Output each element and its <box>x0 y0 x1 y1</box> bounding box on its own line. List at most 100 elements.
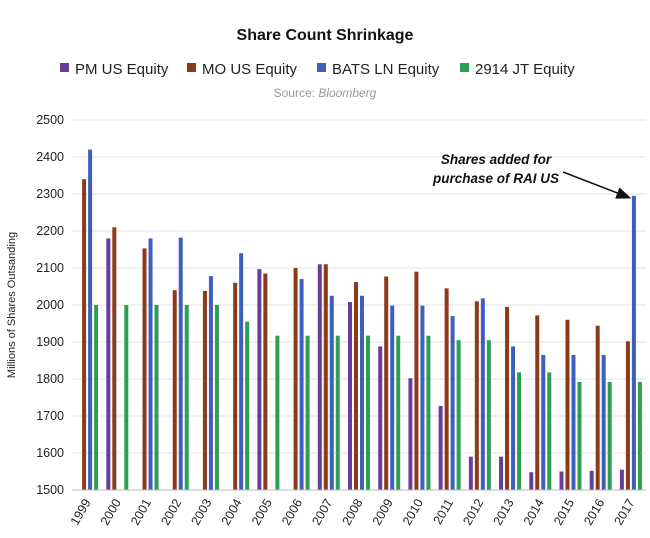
bar <box>214 305 219 490</box>
bar <box>601 354 606 490</box>
y-tick-label: 1600 <box>36 446 64 460</box>
bar <box>547 372 552 490</box>
legend-label: MO US Equity <box>202 61 298 78</box>
annotation: Shares added for purchase of RAI US <box>432 152 632 199</box>
bar <box>202 290 207 490</box>
bar <box>607 381 612 490</box>
y-tick-label: 2500 <box>36 113 64 127</box>
source-label: Source: <box>274 86 319 100</box>
y-tick-label: 2400 <box>36 150 64 164</box>
bar <box>420 305 425 490</box>
bar <box>517 372 522 490</box>
bar <box>571 354 576 490</box>
x-tick-label: 1999 <box>68 496 94 527</box>
x-tick-label: 2013 <box>491 496 517 527</box>
legend-label: BATS LN Equity <box>332 61 440 78</box>
bar <box>619 469 624 490</box>
legend-swatch <box>60 63 69 72</box>
source-name: Bloomberg <box>318 86 376 100</box>
x-tick-label: 2014 <box>521 496 547 527</box>
legend-swatch <box>187 63 196 72</box>
bar <box>637 381 642 490</box>
bar <box>239 253 244 490</box>
x-tick-label: 2006 <box>279 496 305 527</box>
annotation-text: Shares added for <box>441 152 552 167</box>
bar <box>245 321 250 490</box>
bar <box>323 264 328 490</box>
y-tick-label: 1800 <box>36 372 64 386</box>
legend: PM US Equity MO US Equity BATS LN Equity 29… <box>60 61 575 78</box>
bar <box>184 305 189 490</box>
bar <box>390 305 395 490</box>
bar <box>505 306 510 490</box>
bar <box>88 149 93 490</box>
bar <box>106 238 111 490</box>
x-tick-label: 2000 <box>98 496 124 527</box>
bar <box>112 227 117 491</box>
x-tick-label: 2002 <box>158 496 184 527</box>
y-axis-ticks: 1500 1600 1700 1800 1900 2000 2100 2200 2300 2400… <box>36 113 64 497</box>
bar <box>317 264 322 490</box>
bar <box>299 279 304 490</box>
bar <box>82 179 87 490</box>
bar <box>474 301 479 490</box>
bar <box>94 305 99 490</box>
bar <box>348 302 352 490</box>
bar <box>414 271 419 490</box>
bar <box>263 273 268 490</box>
bar <box>378 346 383 490</box>
x-tick-label: 2010 <box>400 496 426 527</box>
bar <box>595 325 600 490</box>
bar <box>426 335 431 490</box>
bar <box>589 470 594 490</box>
gridlines <box>72 119 646 491</box>
bar <box>329 295 334 490</box>
bar <box>124 305 129 490</box>
bar <box>456 340 461 490</box>
x-tick-label: 2016 <box>581 496 607 527</box>
bar <box>438 406 443 490</box>
x-tick-label: 2011 <box>431 496 457 526</box>
bar <box>366 335 370 490</box>
bar <box>148 238 153 490</box>
bar <box>408 378 413 490</box>
y-axis-label: Millions of Shares Outsanding <box>6 232 18 378</box>
bar <box>335 335 340 490</box>
bar <box>535 315 540 490</box>
y-tick-label: 2300 <box>36 187 64 201</box>
bar <box>275 335 280 490</box>
x-tick-label: 2003 <box>189 496 215 527</box>
y-tick-label: 1700 <box>36 409 64 423</box>
x-tick-label: 2004 <box>219 496 245 527</box>
bar <box>142 248 147 490</box>
x-tick-label: 2005 <box>249 496 275 527</box>
bar <box>499 456 504 490</box>
x-tick-label: 2012 <box>460 496 486 527</box>
bar <box>384 276 389 490</box>
legend-swatch <box>317 63 326 72</box>
bar <box>360 295 364 490</box>
bars <box>82 149 642 491</box>
bar <box>631 195 636 490</box>
bar <box>172 290 177 490</box>
x-tick-label: 2008 <box>340 496 366 527</box>
y-tick-label: 1900 <box>36 335 64 349</box>
bar <box>257 269 262 490</box>
annotation-text: purchase of RAI US <box>432 171 559 186</box>
x-tick-label: 2009 <box>370 496 396 527</box>
bar <box>305 335 310 490</box>
bar <box>444 288 449 490</box>
bar <box>480 298 485 490</box>
x-tick-label: 2007 <box>309 496 335 527</box>
y-tick-label: 1500 <box>36 483 64 497</box>
legend-swatch <box>460 63 469 72</box>
bar <box>625 341 630 490</box>
bar <box>541 354 546 490</box>
x-tick-label: 2001 <box>128 496 154 527</box>
bar <box>511 346 516 490</box>
bar <box>565 319 570 490</box>
x-tick-label: 2017 <box>611 496 637 527</box>
bar <box>354 282 358 490</box>
chart-source: Source: Bloomberg <box>274 86 377 100</box>
